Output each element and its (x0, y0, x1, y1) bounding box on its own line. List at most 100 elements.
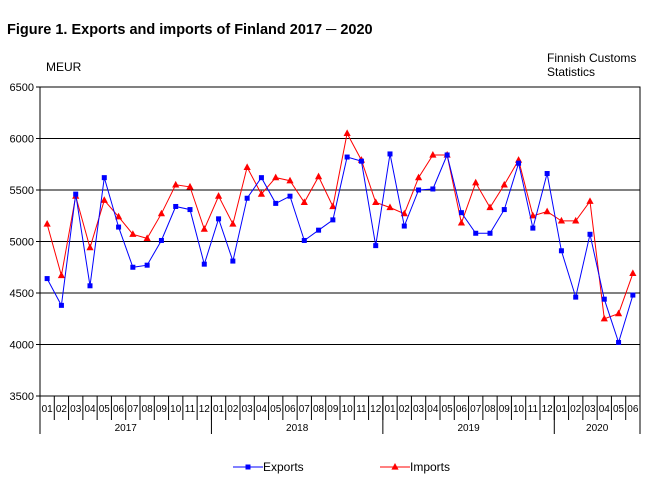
imports-point (257, 190, 266, 197)
chart-title: Figure 1. Exports and imports of Finland… (7, 22, 373, 38)
imports-point (57, 271, 66, 279)
exports-legend-marker (245, 464, 251, 470)
y-tick-label: 4000 (10, 340, 34, 352)
exports-point (144, 262, 150, 268)
imports-point (386, 203, 394, 211)
x-tick-label: 05 (270, 404, 282, 415)
y-tick-label: 6000 (10, 134, 34, 146)
y-tick-label: 5000 (10, 237, 34, 249)
imports-point (100, 196, 108, 203)
exports-point (473, 230, 479, 236)
x-tick-label: 08 (313, 404, 325, 415)
imports-point (143, 234, 151, 242)
x-tick-label: 12 (542, 404, 554, 415)
imports-point (486, 203, 494, 211)
exports-point (258, 175, 264, 181)
x-tick-label: 06 (284, 404, 296, 415)
source-line-2: Statistics (547, 65, 596, 79)
x-tick-label: 01 (213, 404, 225, 415)
x-tick-label: 02 (56, 404, 68, 415)
exports-point (616, 339, 622, 345)
x-tick-label: 03 (584, 404, 596, 415)
exports-point (73, 191, 79, 197)
exports-point (544, 171, 550, 177)
imports-point (43, 219, 51, 227)
imports-point (500, 180, 508, 188)
exports-point (44, 276, 50, 282)
x-tick-label: 07 (127, 404, 139, 415)
exports-point (316, 227, 322, 233)
exports-point (101, 175, 107, 181)
x-tick-label: 02 (399, 404, 411, 415)
y-tick-label: 5500 (10, 185, 34, 197)
exports-point (287, 193, 293, 199)
x-tick-label: 03 (242, 404, 254, 415)
exports-point (330, 217, 336, 223)
x-tick-label: 10 (342, 404, 354, 415)
x-tick-label: 03 (70, 404, 82, 415)
x-tick-label: 02 (570, 404, 582, 415)
imports-point (629, 269, 637, 277)
exports-point (301, 237, 307, 243)
imports-point (229, 219, 237, 227)
x-tick-label: 11 (185, 404, 196, 415)
imports-point (214, 192, 223, 199)
x-tick-label: 09 (499, 404, 511, 415)
imports-point (414, 173, 423, 181)
source-note: Finnish Customs Statistics (547, 51, 657, 79)
x-tick-label: 04 (84, 404, 96, 415)
y-tick-label: 4500 (10, 288, 34, 300)
imports-point (472, 178, 480, 186)
x-tick-label: 08 (484, 404, 496, 415)
imports-point (614, 309, 623, 317)
exports-point (273, 200, 279, 206)
imports-point (457, 218, 466, 226)
exports-point (516, 160, 522, 166)
imports-point (243, 163, 251, 170)
imports-legend-marker (391, 463, 399, 470)
exports-point (458, 210, 464, 216)
exports-point (244, 195, 250, 201)
imports-point (329, 202, 337, 210)
x-tick-label: 06 (456, 404, 468, 415)
exports-point (216, 216, 222, 222)
exports-point (344, 154, 350, 160)
y-tick-label: 3500 (10, 391, 34, 403)
x-tick-label: 09 (327, 404, 339, 415)
x-tick-label: 06 (627, 404, 639, 415)
exports-point (601, 296, 607, 302)
imports-point (543, 207, 551, 215)
imports-point (300, 198, 308, 205)
x-tick-label: 05 (613, 404, 625, 415)
exports-point (401, 223, 407, 229)
imports-legend-label: Imports (410, 460, 450, 474)
imports-series-line (46, 131, 634, 320)
imports-point (200, 225, 208, 232)
x-tick-label: 10 (513, 404, 525, 415)
x-tick-label: 05 (442, 404, 454, 415)
x-tick-label: 04 (427, 404, 439, 415)
x-tick-label: 02 (227, 404, 239, 415)
imports-point (172, 180, 180, 188)
exports-legend-label: Exports (263, 460, 304, 474)
year-label: 2020 (586, 423, 609, 434)
year-label: 2017 (115, 423, 138, 434)
exports-point (130, 264, 136, 270)
exports-point (487, 230, 493, 236)
imports-point (529, 211, 537, 219)
x-tick-label: 07 (470, 404, 482, 415)
exports-point (573, 294, 579, 300)
exports-point (158, 237, 164, 243)
x-tick-label: 06 (113, 404, 125, 415)
year-label: 2019 (457, 423, 480, 434)
exports-point (530, 225, 536, 231)
exports-point (201, 261, 207, 267)
exports-point (173, 203, 179, 209)
exports-point (358, 158, 364, 164)
x-tick-label: 11 (356, 404, 367, 415)
exports-point (587, 231, 593, 237)
imports-point (114, 212, 123, 220)
imports-point (600, 314, 608, 322)
exports-point (444, 152, 450, 158)
